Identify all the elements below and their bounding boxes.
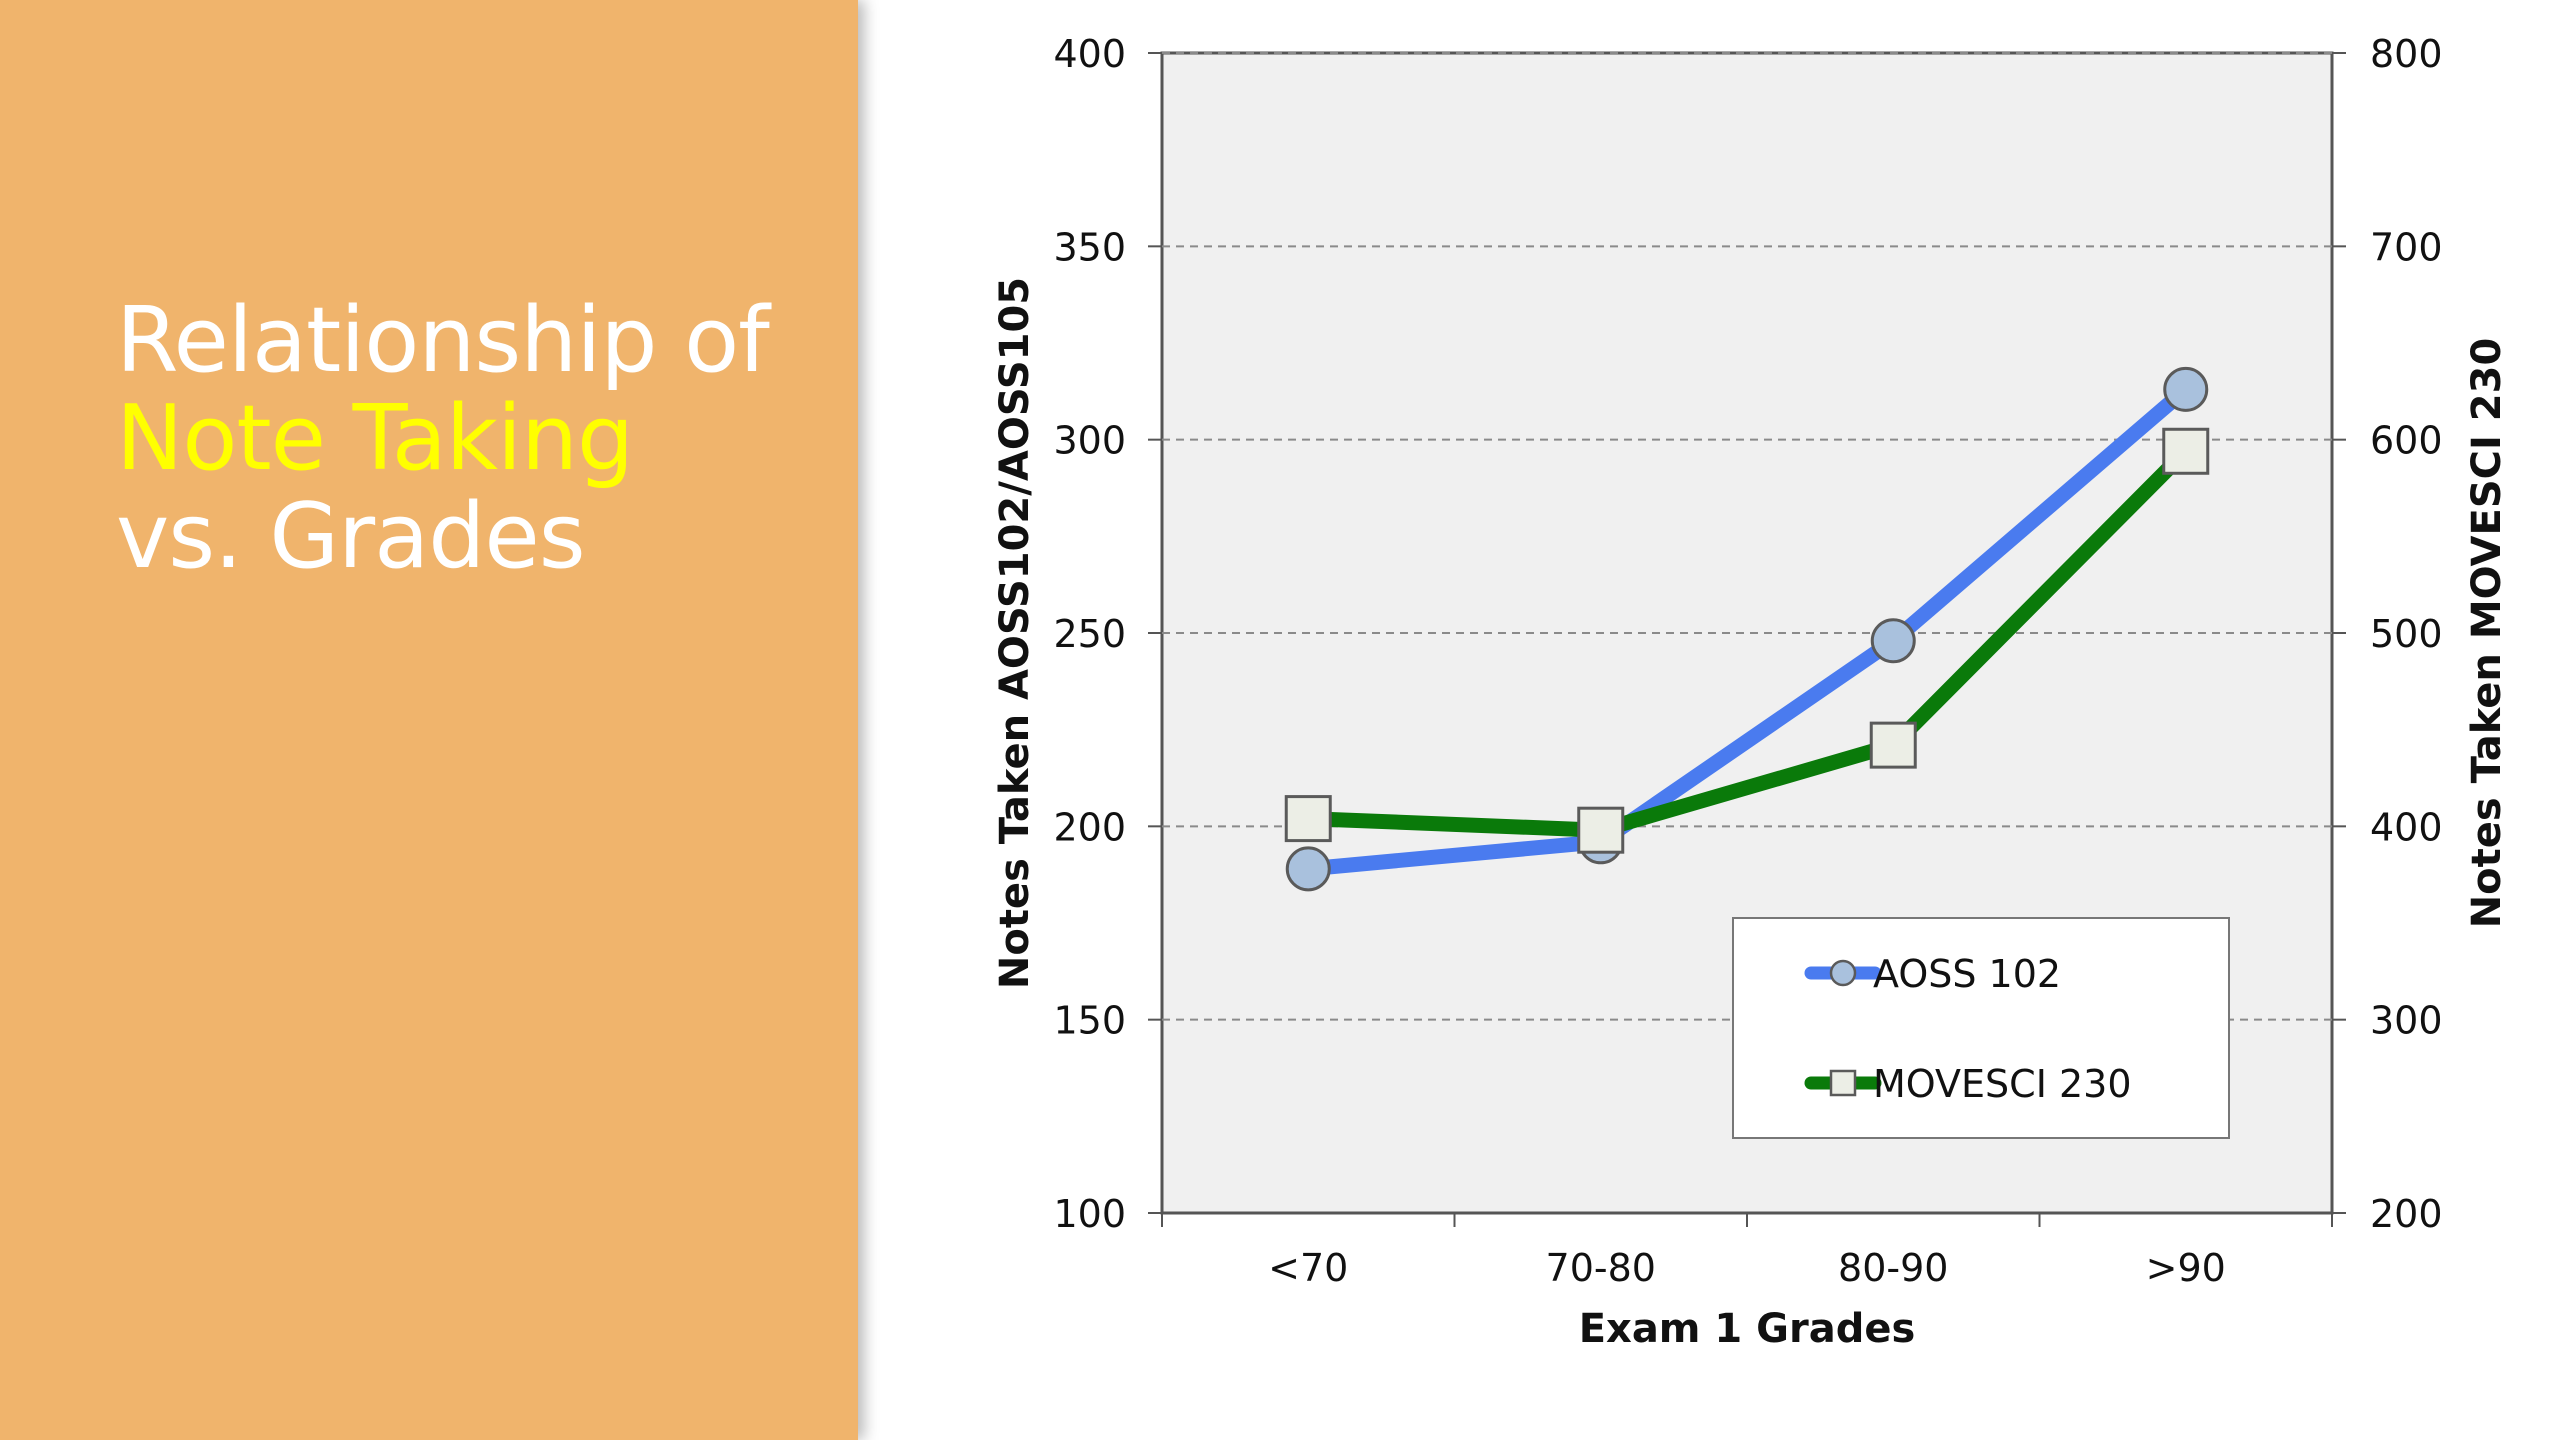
slide-title: Relationship of Note Taking vs. Grades [116, 292, 836, 586]
data-point-square [1284, 795, 1332, 843]
legend-label: AOSS 102 [1873, 952, 2061, 996]
title-line-3: vs. Grades [116, 484, 586, 589]
y-tick-label: 150 [1053, 999, 1126, 1043]
y2-tick-label: 400 [2370, 805, 2443, 849]
series-square [1284, 427, 2210, 854]
y2-tick-label: 700 [2370, 225, 2443, 269]
y-tick-label: 100 [1053, 1192, 1126, 1236]
series-line [1300, 381, 2194, 877]
data-point-square [1577, 806, 1625, 854]
legend-entry: MOVESCI 230 [1804, 1062, 2132, 1106]
y2-tick-label: 500 [2370, 612, 2443, 656]
legend: AOSS 102 MOVESCI 230 [1732, 917, 2230, 1139]
x-axis-title: Exam 1 Grades [1579, 1306, 1916, 1352]
x-tick-label: 80-90 [1838, 1246, 1948, 1290]
y-tick-label: 350 [1053, 225, 1126, 269]
y-axis-title: Notes Taken AOSS102/AOSS105 [992, 277, 1038, 989]
series-line [1300, 443, 2194, 838]
title-line-2-highlight: Note Taking [116, 386, 634, 491]
legend-label: MOVESCI 230 [1873, 1062, 2132, 1106]
axes: 100 150 200 250 300 350 400 200 300 400 500 600 700 8… [1053, 32, 2442, 1290]
legend-swatch-marker [1829, 959, 1857, 987]
y2-tick-label: 600 [2370, 419, 2443, 463]
y-tick-label: 300 [1053, 419, 1126, 463]
data-series [1284, 366, 2210, 892]
y-tick-label: 250 [1053, 612, 1126, 656]
title-line-1: Relationship of [116, 288, 770, 393]
x-tick-label: 70-80 [1546, 1246, 1656, 1290]
y-tick-label: 400 [1053, 32, 1126, 76]
x-tick-label: >90 [2146, 1246, 2226, 1290]
legend-entry: AOSS 102 [1804, 952, 2061, 996]
y2-tick-label: 200 [2370, 1192, 2443, 1236]
x-tick-label: <70 [1268, 1246, 1348, 1290]
legend-box [1732, 917, 2230, 1139]
data-point-circle [1870, 618, 1916, 664]
data-point-square [2162, 427, 2210, 475]
y2-tick-label: 800 [2370, 32, 2443, 76]
legend-swatch-marker [1829, 1069, 1857, 1097]
data-point-square [1869, 721, 1917, 769]
y2-tick-label: 300 [2370, 999, 2443, 1043]
y2-axis-title: Notes Taken MOVESCI 230 [2464, 338, 2510, 929]
y-tick-label: 200 [1053, 805, 1126, 849]
title-panel: Relationship of Note Taking vs. Grades [0, 0, 858, 1440]
data-point-circle [1285, 846, 1331, 892]
data-point-circle [2163, 366, 2209, 412]
